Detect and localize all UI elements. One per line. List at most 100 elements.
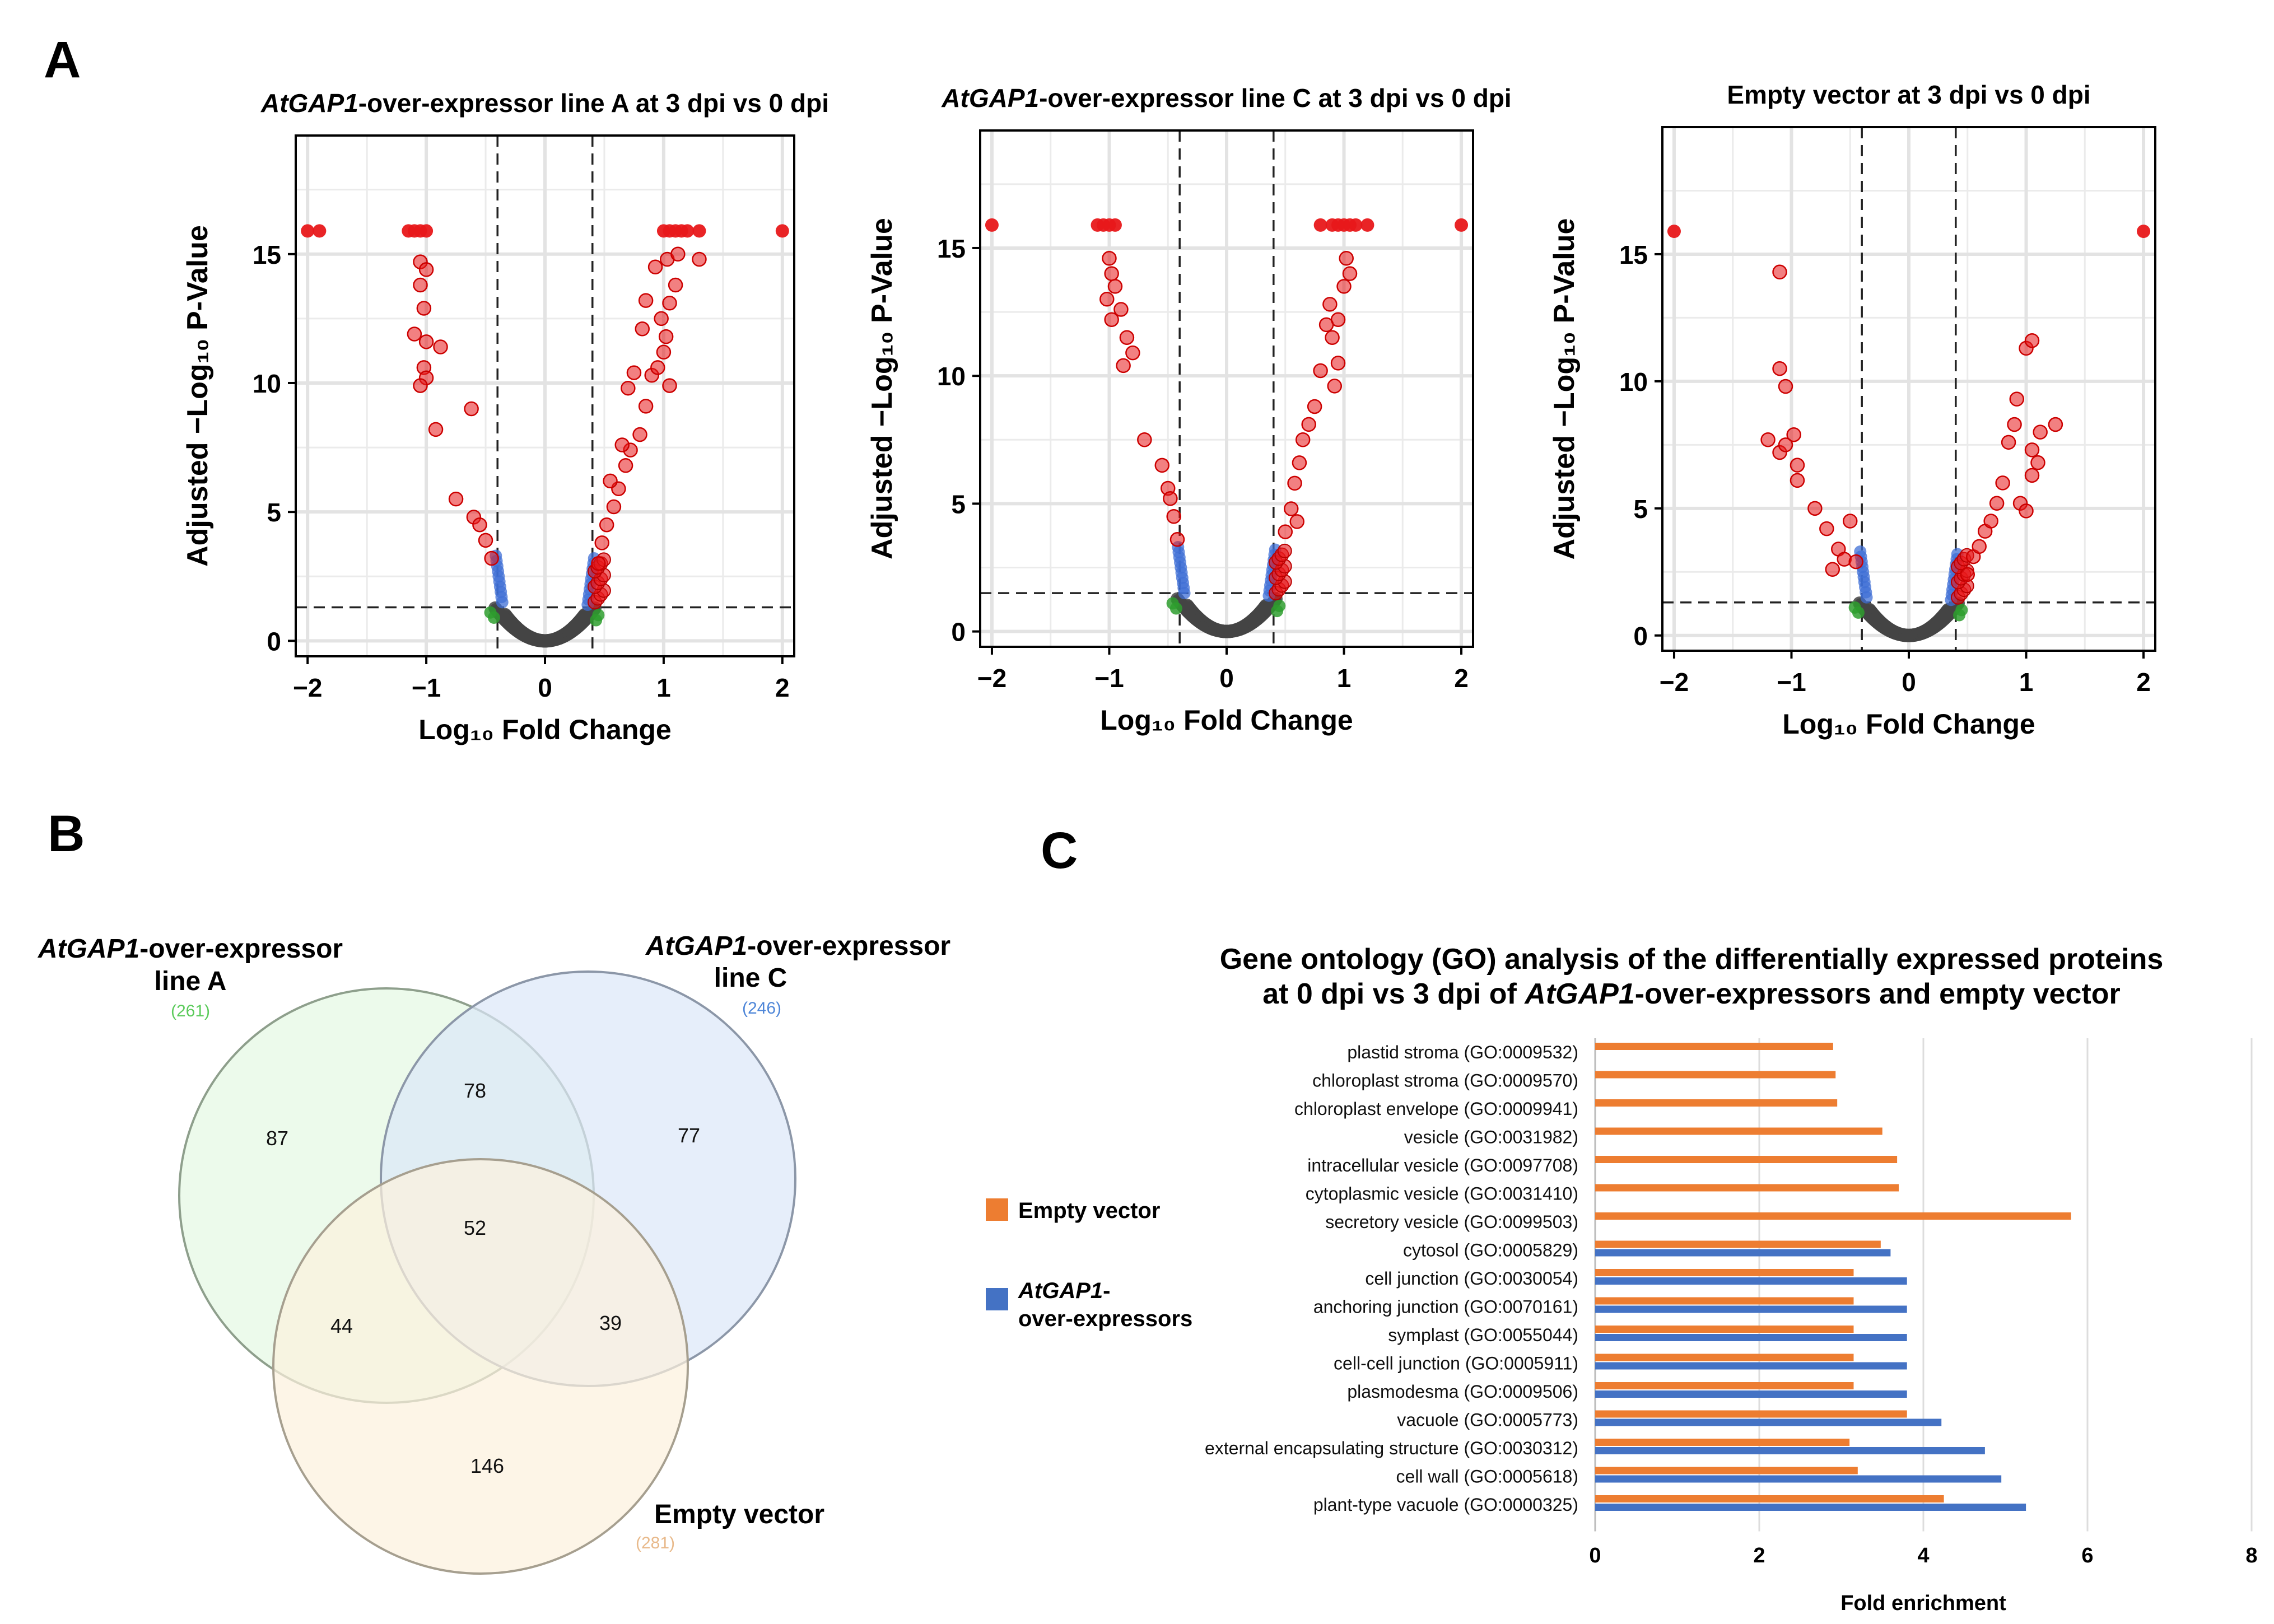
go-bar-overexpressors [1595, 1418, 1942, 1426]
point-outlier [1455, 218, 1469, 232]
legend-label-overexpressors: AtGAP1- [1018, 1278, 1110, 1303]
go-bar-overexpressors [1595, 1447, 1985, 1454]
point-significant [1301, 417, 1316, 432]
go-bar-overexpressors [1595, 1504, 2026, 1511]
go-bar-empty-vector [1595, 1467, 1858, 1474]
venn-count-a-empty: 44 [330, 1314, 353, 1337]
point-significant [656, 344, 672, 360]
go-bar-empty-vector [1595, 1297, 1854, 1305]
x-tick-label: −2 [1660, 668, 1689, 697]
x-tick-label: −2 [977, 664, 1006, 693]
point-significant [1163, 491, 1178, 506]
point-significant [1342, 266, 1358, 281]
point-significant [2030, 455, 2045, 470]
point-outlier [692, 224, 706, 238]
go-bar-empty-vector [1595, 1269, 1854, 1276]
legend-label-overexpressors-line2: over-expressors [1018, 1306, 1192, 1331]
point-significant [478, 533, 493, 548]
go-category-label: plastid stroma (GO:0009532) [1347, 1042, 1578, 1062]
point-outlier [313, 224, 327, 238]
point-significant [662, 296, 677, 311]
go-title-line2: at 0 dpi vs 3 dpi of AtGAP1-over-express… [1262, 978, 2121, 1010]
venn-count-c-empty: 39 [599, 1312, 622, 1334]
point-outlier [1360, 218, 1374, 232]
point-significant [2033, 424, 2048, 440]
x-axis-label: Log₁₀ Fold Change [418, 714, 672, 745]
venn-set-total-line-c: (246) [742, 999, 781, 1018]
go-bar-empty-vector [1595, 1043, 1833, 1050]
x-tick-label: 1 [2019, 668, 2034, 697]
y-tick-label: 5 [1633, 494, 1648, 524]
venn-set-label-line-a: AtGAP1-over-expressor [38, 934, 343, 964]
point-significant [1295, 432, 1311, 447]
panel-label-c: C [1041, 822, 1078, 879]
point-significant [428, 422, 444, 437]
point-significant [1786, 427, 1801, 442]
point-significant [2009, 391, 2025, 407]
venn-count-a-c: 78 [464, 1079, 486, 1102]
venn-count-all: 52 [464, 1216, 486, 1239]
x-tick-label: 2 [2136, 668, 2151, 697]
point-significant [484, 550, 499, 566]
point-significant [618, 458, 633, 473]
panel-label-a: A [44, 31, 81, 88]
venn-set-label-line-c-line2: line C [714, 963, 787, 993]
point-significant [594, 535, 609, 550]
x-tick-label: 2 [1454, 664, 1469, 693]
venn-set-total-line-a: (261) [171, 1002, 210, 1020]
point-significant [650, 360, 665, 375]
point-significant-fc [592, 609, 605, 622]
volcano-plot-line-a: −2 −1 0 1 2 0 5 10 15 AtGAP1-over-expressor line … [181, 88, 829, 745]
venn-set-label-line-c: AtGAP1-over-expressor [645, 931, 950, 961]
point-significant [1102, 250, 1117, 266]
point-significant [1318, 317, 1334, 333]
point-significant [658, 329, 674, 344]
point-significant [1819, 521, 1834, 536]
point-significant [1778, 379, 1793, 394]
point-significant [1325, 330, 1340, 345]
go-category-label: symplast (GO:0055044) [1388, 1325, 1578, 1345]
point-significant [1277, 543, 1292, 558]
point-significant [1283, 501, 1299, 516]
point-significant [1119, 330, 1135, 345]
volcano-plot-empty-vector: −2 −1 0 1 2 0 5 10 15 Empty vector at 3 dpi vs 0 … [1548, 80, 2156, 740]
go-x-tick-label: 0 [1589, 1544, 1601, 1567]
point-significant [1287, 475, 1302, 491]
point-significant [2024, 442, 2040, 458]
point-significant [654, 311, 669, 326]
point-significant [2024, 468, 2040, 483]
go-category-label: chloroplast stroma (GO:0009570) [1312, 1071, 1578, 1091]
go-bar-empty-vector [1595, 1382, 1854, 1389]
y-tick-label: 10 [937, 362, 966, 391]
panel-label-b: B [48, 805, 85, 862]
y-tick-label: 0 [951, 618, 966, 647]
plot-title: Empty vector at 3 dpi vs 0 dpi [1727, 80, 2090, 109]
point-significant [1772, 264, 1787, 279]
y-tick-label: 15 [937, 234, 966, 263]
point-significant [418, 262, 434, 277]
go-category-label: cell junction (GO:0030054) [1365, 1268, 1578, 1289]
point-significant [448, 491, 464, 507]
point-significant [1972, 539, 1987, 554]
y-axis-label: Adjusted −Log₁₀ P-Value [1548, 218, 1581, 560]
go-x-tick-label: 2 [1753, 1544, 1765, 1567]
go-bar-empty-vector [1595, 1099, 1838, 1107]
go-category-label: chloroplast envelope (GO:0009941) [1294, 1099, 1578, 1119]
point-outlier [2137, 225, 2151, 239]
point-significant [1807, 501, 1823, 516]
point-significant [413, 277, 428, 293]
venn-set-total-empty-vector: (281) [636, 1534, 675, 1552]
y-tick-label: 15 [253, 240, 281, 269]
x-tick-label: 0 [538, 673, 552, 702]
point-significant [418, 334, 434, 349]
point-significant [606, 499, 622, 515]
point-significant [1790, 458, 1805, 473]
point-significant [1292, 455, 1307, 470]
point-outlier [681, 224, 695, 238]
point-outlier [301, 224, 315, 238]
y-tick-label: 15 [1619, 240, 1648, 269]
point-significant [1327, 379, 1343, 394]
point-significant [1169, 532, 1185, 547]
go-category-label: vacuole (GO:0005773) [1397, 1410, 1578, 1430]
